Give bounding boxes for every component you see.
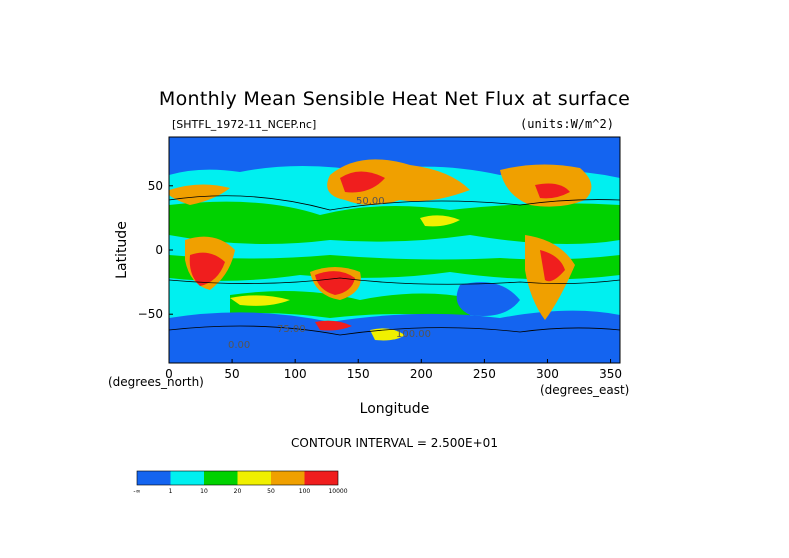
pacific-cold-patch <box>456 282 520 316</box>
axes: 0 50 100 150 200 250 300 350 50 0 −50 <box>138 179 622 381</box>
map-field <box>169 137 620 363</box>
x-tick-label: 50 <box>224 367 239 381</box>
southern-yellow-patch <box>230 295 290 306</box>
south-america-hot-spot <box>540 250 565 282</box>
x-tick-label: 250 <box>473 367 496 381</box>
contour-label: 100.00 <box>396 329 431 340</box>
y-units-label: (degrees_north) <box>108 375 204 389</box>
asia-hot-spot <box>340 171 385 193</box>
antarctic-yellow-patch <box>370 328 405 341</box>
colorbar-swatch <box>237 471 271 485</box>
units-label: (units:W/m^2) <box>520 117 614 131</box>
x-tick-label: 100 <box>284 367 307 381</box>
colorbar: -∞ 1 10 20 50 100 10000 <box>133 470 348 495</box>
asia-warm-region <box>327 159 470 205</box>
southern-band <box>230 291 470 318</box>
x-tick-label: 0 <box>165 367 173 381</box>
colorbar-label: 1 <box>169 488 173 495</box>
y-tick-label: 0 <box>155 243 163 257</box>
contour-label: 75.00 <box>277 324 306 335</box>
x-units-label: (degrees_east) <box>540 383 630 397</box>
contour-label: 50.00 <box>356 196 385 207</box>
contour-line-antarctic <box>169 325 620 336</box>
x-tick-label: 150 <box>347 367 370 381</box>
contour-interval-text: CONTOUR INTERVAL = 2.500E+01 <box>291 436 498 450</box>
y-tick-label: −50 <box>138 307 163 321</box>
contour-labels: 50.00 0.00 75.00 100.00 <box>228 196 431 351</box>
tropical-band-north <box>169 201 620 244</box>
north-america-hot-spot <box>535 183 570 199</box>
colorbar-label: 10 <box>200 488 208 495</box>
chart-title: Monthly Mean Sensible Heat Net Flux at s… <box>158 88 631 110</box>
colorbar-end-label: 10000 <box>328 488 347 495</box>
colorbar-swatch <box>271 471 305 485</box>
pacific-yellow-patch <box>420 215 460 227</box>
y-tick-label: 50 <box>148 179 163 193</box>
africa-hot-spot <box>189 252 225 286</box>
antarctic-red-patch <box>315 320 352 331</box>
x-axis-label: Longitude <box>359 401 430 417</box>
tropical-band-south <box>169 255 620 281</box>
x-tick-label: 300 <box>536 367 559 381</box>
colorbar-swatch <box>170 471 204 485</box>
colorbar-label: -∞ <box>133 488 140 495</box>
contour-line-south <box>169 277 620 285</box>
europe-warm-region <box>169 184 230 205</box>
x-tick-label: 350 <box>599 367 622 381</box>
colorbar-swatch <box>137 471 171 485</box>
colorbar-swatch <box>304 471 338 485</box>
contour-line-north <box>169 195 620 211</box>
colorbar-label: 20 <box>234 488 242 495</box>
colorbar-frame <box>136 470 339 486</box>
colorbar-swatch <box>204 471 238 485</box>
colorbar-label: 100 <box>299 488 311 495</box>
x-tick-label: 200 <box>410 367 433 381</box>
colorbar-label: 50 <box>267 488 275 495</box>
contour-label: 0.00 <box>228 340 250 351</box>
file-label: [SHTFL_1972-11_NCEP.nc] <box>172 118 317 131</box>
arctic-region <box>169 137 620 178</box>
australia-hot-spot <box>315 271 355 295</box>
